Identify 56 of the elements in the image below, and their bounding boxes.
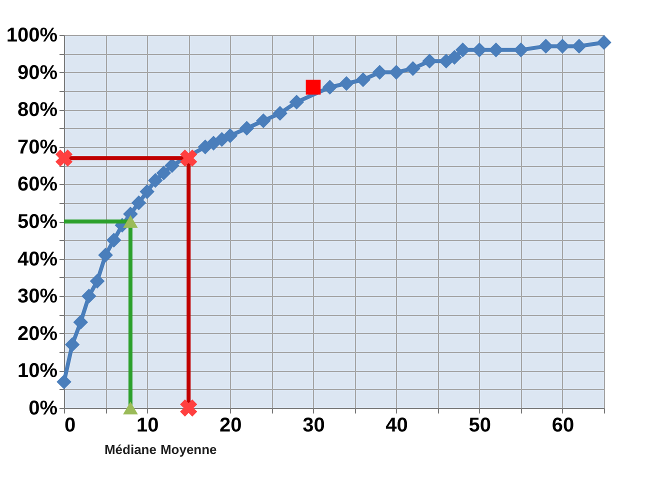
x-tick-label: 20 <box>220 414 242 436</box>
point <box>98 248 113 262</box>
point <box>339 76 354 91</box>
y-tick-label: 50% <box>17 211 58 233</box>
y-tick-label: 60% <box>17 174 58 196</box>
point <box>82 288 96 304</box>
point <box>289 94 304 110</box>
y-tick-label: 10% <box>17 360 58 382</box>
point <box>306 80 321 95</box>
y-tick-label: 100% <box>6 24 58 46</box>
point <box>514 42 528 58</box>
point <box>106 232 122 248</box>
annotation: Médiane <box>104 442 156 457</box>
point <box>148 173 163 188</box>
y-tick-label: 90% <box>17 62 58 84</box>
point <box>555 38 570 54</box>
point <box>422 54 437 69</box>
point <box>372 64 388 80</box>
point <box>256 113 271 128</box>
y-tick-label: 30% <box>17 286 58 308</box>
x-tick-label: 30 <box>302 414 325 436</box>
point <box>90 274 105 289</box>
point <box>64 337 80 352</box>
point <box>447 50 462 65</box>
x-tick-label: 0 <box>64 414 76 436</box>
point <box>538 38 554 54</box>
point <box>356 72 370 88</box>
point <box>123 402 138 414</box>
point <box>472 42 487 58</box>
x-tick-label: 10 <box>136 414 159 436</box>
x-tick-label: 60 <box>552 414 574 436</box>
y-tick-label: 70% <box>17 136 58 158</box>
point <box>73 314 88 330</box>
y-tick-label: 0% <box>28 398 58 420</box>
point <box>406 61 420 76</box>
point <box>131 195 146 210</box>
point <box>222 128 238 144</box>
y-tick-label: 40% <box>17 248 58 270</box>
y-tick-label: 80% <box>17 99 58 122</box>
x-tick-label: 50 <box>468 414 492 436</box>
point <box>272 106 288 121</box>
point <box>140 184 154 200</box>
y-tick-label: 20% <box>17 322 58 345</box>
point <box>164 158 180 173</box>
point <box>239 120 254 136</box>
x-tick-label: 40 <box>386 414 408 436</box>
point <box>322 80 338 95</box>
point <box>388 64 404 80</box>
point <box>596 35 612 50</box>
point <box>156 166 172 180</box>
point <box>488 42 504 58</box>
point <box>572 38 586 54</box>
point <box>56 374 72 390</box>
annotation: Moyenne <box>160 442 217 457</box>
point <box>455 42 470 58</box>
point <box>123 215 138 228</box>
